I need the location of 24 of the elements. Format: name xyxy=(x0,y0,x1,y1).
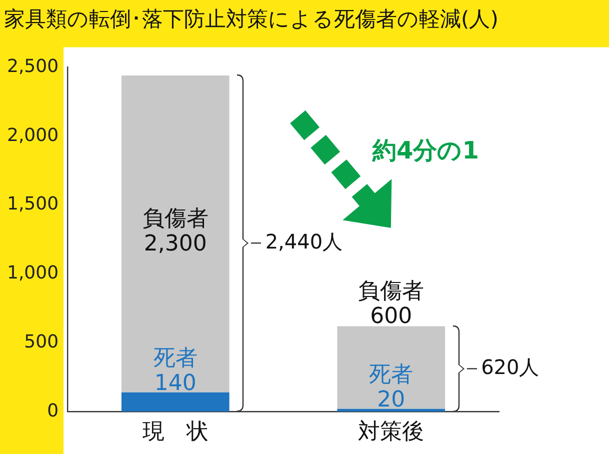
y-tick-label: 1,500 xyxy=(7,194,59,215)
bar xyxy=(337,326,446,409)
text: 死者 xyxy=(153,346,198,372)
series-label: 死者 xyxy=(369,362,414,388)
total-label: 2,440人 xyxy=(265,230,343,254)
y-tick-label: 2,500 xyxy=(7,56,59,77)
chart-title: 家具類の転倒･落下防止対策による死傷者の軽減(人) xyxy=(4,7,498,32)
x-tick-label: 対策後 xyxy=(358,420,424,445)
total-label: 620人 xyxy=(481,355,540,380)
y-tick-label: 1,000 xyxy=(7,262,59,284)
y-tick-label: 500 xyxy=(24,331,59,352)
bar xyxy=(121,392,230,412)
text: 負傷者 xyxy=(358,278,424,304)
annotation: 約4分の1 xyxy=(372,136,479,164)
series-label: 負傷者 xyxy=(142,206,208,232)
data-label: 2,300 xyxy=(144,232,207,257)
y-tick-label: 2,000 xyxy=(7,124,59,146)
bar xyxy=(121,75,230,392)
data-label: 20 xyxy=(377,388,406,413)
x-tick-label: 現 状 xyxy=(142,420,208,445)
y-tick-label: 0 xyxy=(47,400,59,422)
bar xyxy=(337,408,446,412)
data-label: 600 xyxy=(370,304,412,329)
data-label: 140 xyxy=(154,371,196,396)
